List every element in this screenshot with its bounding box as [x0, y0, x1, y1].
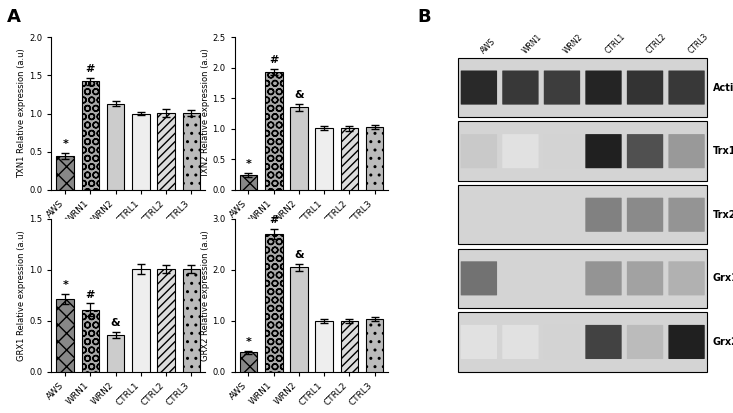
Text: CTRL3: CTRL3	[687, 32, 710, 56]
Text: Trx1: Trx1	[712, 146, 733, 156]
Bar	[56, 156, 74, 190]
Text: CTRL2: CTRL2	[645, 32, 668, 56]
Text: *: *	[246, 159, 251, 169]
Bar	[81, 81, 99, 190]
Bar	[265, 72, 282, 190]
Text: Actin: Actin	[712, 83, 733, 93]
Text: CTRL1: CTRL1	[603, 32, 627, 56]
Bar	[366, 319, 383, 372]
Bar	[341, 128, 358, 190]
Y-axis label: GRX1 Relative expression (a.u): GRX1 Relative expression (a.u)	[18, 230, 26, 361]
Bar	[158, 113, 175, 190]
Text: #: #	[86, 64, 95, 74]
Bar	[56, 299, 74, 372]
Bar	[240, 352, 257, 372]
Text: A: A	[7, 8, 21, 26]
Text: Trx2: Trx2	[712, 210, 733, 220]
Bar	[132, 114, 150, 190]
Bar	[240, 175, 257, 190]
Bar	[341, 321, 358, 372]
Text: AWS: AWS	[479, 37, 498, 56]
Bar	[107, 104, 125, 190]
Bar	[183, 113, 200, 190]
Bar	[81, 310, 99, 372]
Bar	[183, 269, 200, 372]
Text: *: *	[246, 337, 251, 347]
Bar	[315, 128, 333, 190]
Text: &: &	[294, 90, 303, 100]
Text: #: #	[269, 215, 279, 225]
Bar	[158, 269, 175, 372]
Bar	[366, 127, 383, 190]
Text: &: &	[294, 250, 303, 260]
Y-axis label: TXN1 Relative expression (a.u): TXN1 Relative expression (a.u)	[18, 49, 26, 178]
Text: Grx2: Grx2	[712, 337, 733, 347]
Y-axis label: TXN2 Relative expression (a.u): TXN2 Relative expression (a.u)	[201, 49, 210, 178]
Bar	[315, 321, 333, 372]
Bar	[107, 335, 125, 372]
Bar	[265, 234, 282, 372]
Text: #: #	[86, 290, 95, 299]
Text: B: B	[418, 8, 432, 26]
Bar	[290, 107, 308, 190]
Bar	[132, 269, 150, 372]
Text: &: &	[111, 318, 120, 328]
Text: Grx1: Grx1	[712, 273, 733, 283]
Bar	[290, 267, 308, 372]
Text: WRN2: WRN2	[562, 33, 585, 56]
Text: WRN1: WRN1	[520, 33, 543, 56]
Y-axis label: GRX2 Relative expression (a.u): GRX2 Relative expression (a.u)	[201, 230, 210, 361]
Text: #: #	[269, 55, 279, 65]
Text: *: *	[62, 280, 68, 290]
Text: *: *	[62, 139, 68, 149]
